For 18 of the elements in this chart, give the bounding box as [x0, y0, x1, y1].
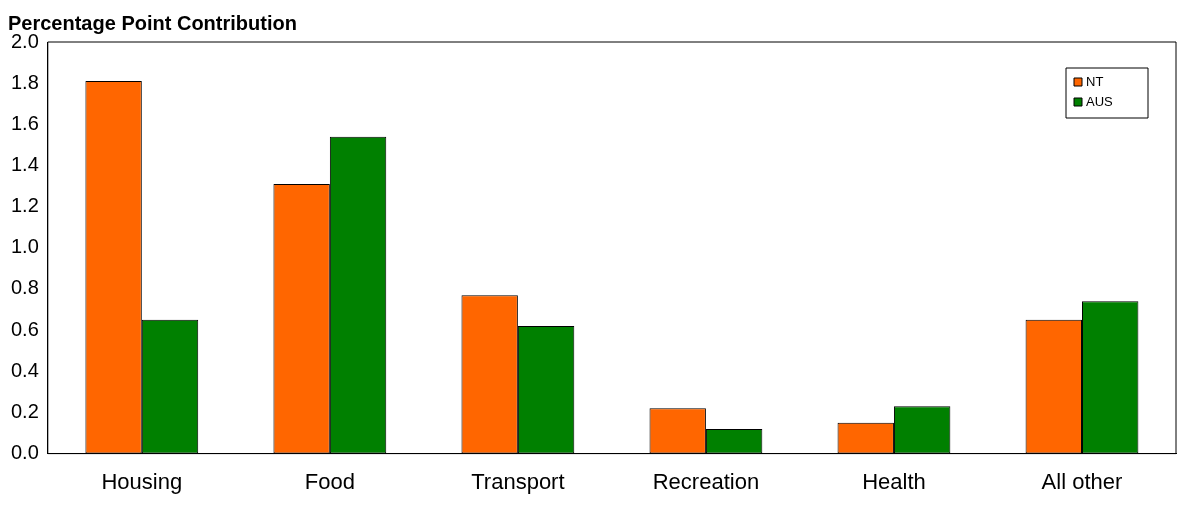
x-tick-label: All other	[1041, 468, 1123, 494]
y-tick-label: 1.2	[10, 194, 39, 217]
y-tick-label: 0.0	[10, 441, 39, 464]
x-tick-label: Recreation	[652, 468, 760, 494]
y-tick-label: 0.6	[10, 317, 39, 340]
x-tick-label: Transport	[471, 468, 565, 494]
y-tick-label: 1.4	[10, 153, 39, 175]
y-tick-label: 0.4	[10, 358, 39, 381]
legend-label: AUS	[1086, 93, 1114, 109]
y-tick-label: 1.0	[10, 235, 39, 258]
legend-label: NT	[1086, 73, 1104, 89]
x-tick-label: Housing	[101, 468, 183, 494]
y-tick-label: 1.6	[10, 111, 39, 134]
y-tick-label: 0.8	[10, 276, 39, 299]
y-tick-label: 0.2	[10, 399, 39, 422]
y-tick-label: 1.8	[10, 70, 39, 93]
x-tick-label: Health	[862, 468, 926, 494]
x-tick-label: Food	[304, 468, 355, 494]
